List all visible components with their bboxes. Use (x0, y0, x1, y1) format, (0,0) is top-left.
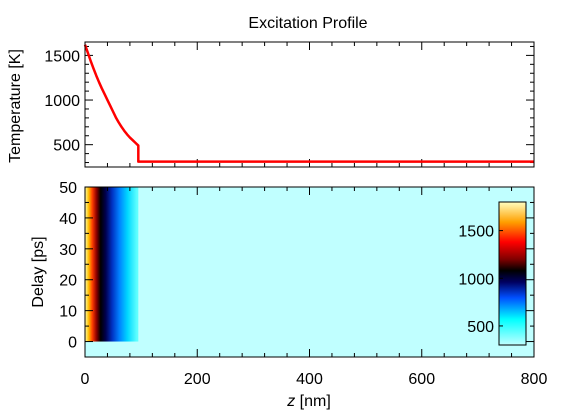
bottom-x-tick-label: 200 (184, 371, 211, 388)
bottom-y-tick-label: 20 (59, 273, 77, 290)
colorbar-tick-label: 1500 (458, 224, 494, 241)
bottom-y-tick-label: 30 (59, 242, 77, 259)
heatmap-background (85, 187, 534, 357)
x-axis-label-unit: [nm] (295, 393, 331, 410)
colorbar-gradient (498, 201, 527, 346)
top-axis-ticks: 500 1000 1500 (44, 42, 535, 167)
bottom-x-tick-label: 800 (521, 371, 548, 388)
top-y-tick-label: 1500 (44, 48, 80, 65)
bottom-y-axis-label: Delay [ps] (30, 236, 47, 307)
top-y-tick-label: 500 (53, 138, 80, 155)
colorbar-tick-label: 500 (467, 319, 494, 336)
top-panel: Excitation Profile Temperature [K] 500 10… (7, 15, 535, 168)
bottom-y-tick-label: 10 (59, 304, 77, 321)
heatmap-excitation-band (85, 187, 139, 342)
x-axis-label-symbol: z (286, 393, 295, 410)
chart-title: Excitation Profile (248, 15, 367, 32)
top-y-axis-label: Temperature [K] (7, 49, 24, 163)
top-plot-frame (84, 41, 535, 168)
bottom-x-tick-label: 400 (296, 371, 323, 388)
bottom-y-tick-label: 40 (59, 211, 77, 228)
bottom-x-axis-label: z [nm] (286, 393, 331, 410)
colorbar-ticks: 500 1000 1500 (458, 224, 503, 336)
bottom-x-tick-label: 600 (408, 371, 435, 388)
bottom-y-tick-label: 50 (59, 180, 77, 197)
temperature-line (83, 44, 534, 163)
top-y-tick-label: 1000 (44, 93, 80, 110)
temperature-series (83, 44, 534, 163)
bottom-y-tick-label: 0 (68, 335, 77, 352)
colorbar: 500 1000 1500 (458, 201, 527, 346)
colorbar-tick-label: 1000 (458, 271, 494, 288)
bottom-plot-frame (84, 186, 535, 358)
bottom-x-tick-label: 0 (81, 371, 90, 388)
